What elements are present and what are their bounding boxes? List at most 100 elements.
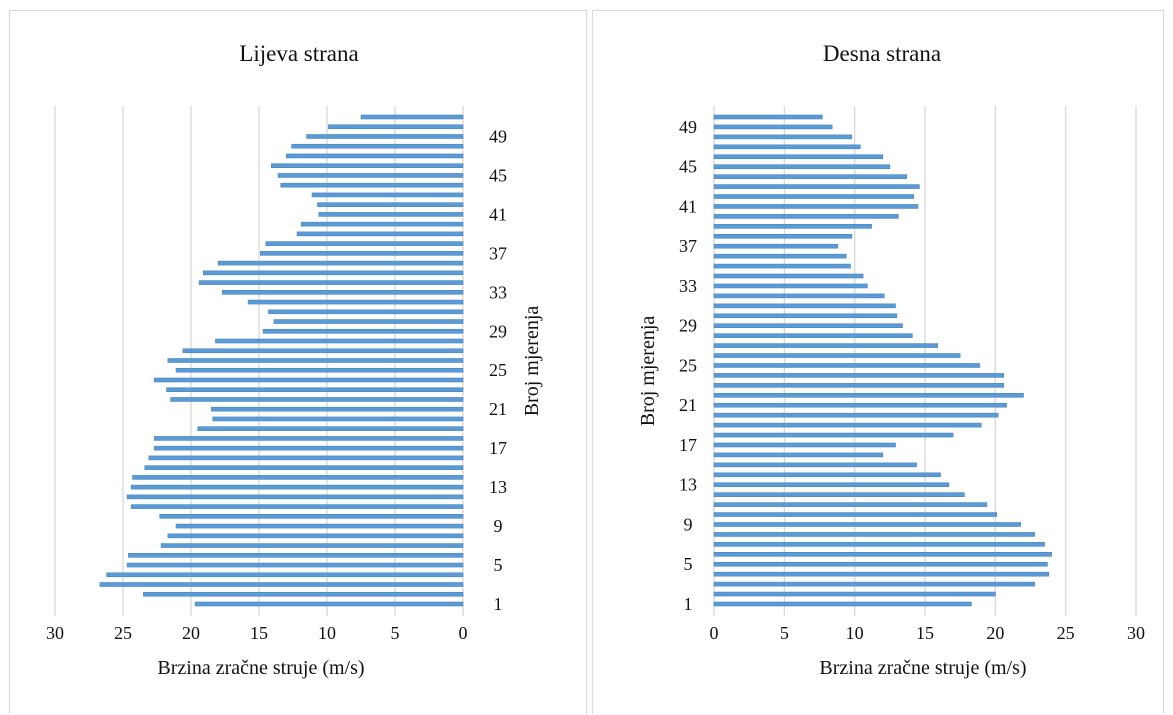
bar — [144, 465, 464, 470]
bar — [194, 601, 464, 607]
bar — [713, 542, 1045, 547]
y-tick-label: 21 — [679, 395, 697, 415]
x-tick-label: 5 — [780, 623, 789, 643]
bar — [713, 492, 965, 497]
y-tick-label: 45 — [489, 165, 507, 185]
bar — [280, 182, 464, 188]
bar — [306, 134, 464, 139]
bar — [132, 475, 464, 480]
bar — [713, 552, 1052, 557]
x-tick-label: 15 — [916, 623, 934, 643]
bar — [212, 416, 464, 422]
bar — [713, 164, 891, 169]
bar — [318, 212, 464, 217]
y-tick-label: 29 — [679, 316, 697, 336]
bar — [128, 552, 464, 558]
bar — [713, 571, 1050, 577]
bar — [713, 512, 998, 517]
bar — [130, 484, 464, 490]
bar — [713, 373, 1005, 378]
bar — [221, 290, 464, 295]
bar — [713, 452, 884, 458]
bar — [713, 114, 823, 120]
chart-left-svg: 05101520253015913172125293337414549Lijev… — [46, 41, 543, 679]
bar — [713, 124, 833, 130]
bar — [713, 462, 917, 468]
bar — [143, 591, 464, 597]
bar — [713, 303, 896, 309]
y-tick-label: 9 — [684, 514, 693, 534]
bar — [713, 432, 954, 438]
y-tick-label: 29 — [489, 321, 507, 341]
bar — [713, 224, 872, 229]
bar — [713, 383, 1005, 388]
bar — [217, 260, 464, 266]
x-tick-label: 20 — [182, 623, 200, 643]
bar — [713, 442, 896, 448]
bar — [713, 214, 899, 219]
chart-panel-right: 0 5 10 15 20 25 30 1 5 9 13 17 21 25 29 33 37 41 45 49 Desna… — [592, 10, 1164, 714]
x-tick-label: 25 — [114, 623, 132, 643]
bar — [106, 572, 464, 578]
bar — [713, 253, 847, 259]
y-tick-label: 41 — [489, 204, 507, 224]
y-tick-label: 33 — [489, 282, 507, 302]
bar — [317, 202, 464, 207]
bar — [713, 263, 851, 269]
bar — [713, 402, 1007, 408]
bar — [713, 154, 884, 160]
x-tick-label: 30 — [46, 623, 64, 643]
bar — [713, 273, 864, 279]
bar — [262, 328, 464, 334]
y-tick-label: 41 — [679, 196, 697, 216]
bar — [713, 482, 950, 488]
bar — [182, 348, 464, 354]
bar — [270, 163, 464, 168]
bar — [328, 124, 464, 130]
y-tick-label: 17 — [679, 435, 697, 455]
chart-title: Lijeva strana — [239, 41, 358, 66]
bar — [713, 392, 1024, 398]
bar — [360, 114, 464, 120]
x-tick-label: 10 — [846, 623, 864, 643]
bar — [300, 221, 464, 227]
bar — [713, 144, 861, 150]
y-tick-label: 45 — [679, 157, 697, 177]
x-tick-label: 15 — [250, 623, 268, 643]
bar — [160, 543, 464, 548]
y-tick-label: 49 — [489, 126, 507, 146]
bar — [273, 319, 464, 324]
bar — [265, 241, 464, 246]
bar — [296, 231, 464, 237]
x-tick-label: 30 — [1127, 623, 1145, 643]
bar — [170, 397, 464, 402]
bar — [713, 363, 981, 368]
bar — [277, 173, 464, 178]
bar — [126, 562, 464, 568]
bar — [713, 293, 885, 299]
x-tick-label: 0 — [710, 623, 719, 643]
chart-right-svg: 0 5 10 15 20 25 3015913172125293337414549Desna… — [637, 41, 1145, 679]
y-tick-label: 9 — [494, 516, 503, 536]
y-tick-label: 21 — [489, 399, 507, 419]
bar — [713, 601, 972, 607]
x-tick-label: 25 — [1057, 623, 1075, 643]
x-tick-label: 0 — [459, 623, 468, 643]
y-tick-label: 5 — [684, 554, 693, 574]
y-tick-label: 17 — [489, 438, 507, 458]
y-tick-label: 1 — [494, 594, 503, 614]
bar — [153, 377, 464, 383]
bar — [153, 445, 464, 451]
bar — [713, 472, 941, 478]
bar — [148, 455, 464, 461]
chart-panel-left: 0 5 10 15 20 25 30 1 5 9 13 17 21 25 29 33 37 41 45 49 Lijev… — [9, 10, 587, 714]
bar — [153, 436, 464, 441]
x-axis-label: Brzina zračne struje (m/s) — [819, 657, 1026, 679]
bar — [713, 422, 982, 428]
bar — [175, 523, 464, 529]
y-tick-label: 1 — [684, 594, 693, 614]
y-axis-label: Broj mjerenja — [521, 306, 543, 417]
bar — [713, 591, 996, 597]
bar — [713, 134, 853, 140]
bar — [713, 313, 898, 319]
